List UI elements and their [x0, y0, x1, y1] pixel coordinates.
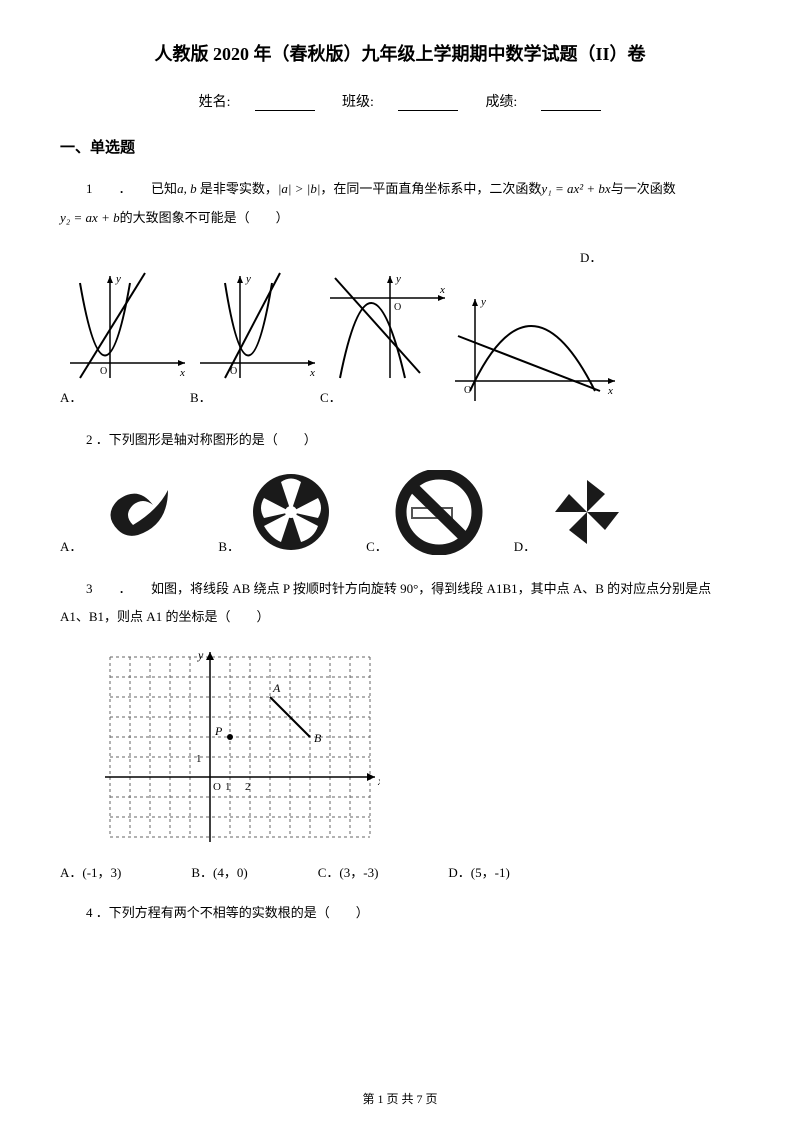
q1-ta: 已知 [151, 181, 177, 196]
q1-graph-b: x y O B． [190, 268, 320, 406]
q3-oc: C．(3，-3) [318, 862, 379, 881]
student-info: 姓名: 班级: 成绩: [60, 91, 740, 111]
logo-pinwheel [542, 470, 632, 555]
svg-text:x: x [607, 385, 613, 397]
q1-m2: |a| > |b| [278, 181, 321, 196]
svg-text:1: 1 [196, 753, 202, 765]
logo-nosmoking [394, 470, 484, 555]
q1-graph-c: x y O C． [320, 268, 450, 406]
name-blank [255, 110, 315, 111]
svg-text:O: O [213, 781, 221, 793]
score-blank [541, 110, 601, 111]
q1-tc: ，在同一平面直角坐标系中，二次函数 [320, 181, 541, 196]
q3-num: 3 [86, 581, 93, 596]
q1-m3: y₁ = ax² + bx [541, 181, 610, 196]
q3-oa: A．(-1，3) [60, 862, 121, 881]
q1-lb: B． [190, 387, 212, 406]
svg-text:y: y [395, 273, 401, 285]
q3-grid: x y O 1 2 1 P A B [100, 647, 740, 847]
q1-tb: 是非零实数， [197, 181, 278, 196]
q1-la: A． [60, 387, 82, 406]
q2-b: B． [218, 470, 336, 555]
svg-text:y: y [197, 648, 204, 662]
parabola-down-c: x y O [320, 268, 450, 383]
q1-lc: C． [320, 387, 342, 406]
svg-text:x: x [377, 774, 380, 788]
svg-text:x: x [309, 367, 315, 379]
svg-text:B: B [314, 731, 322, 745]
svg-text:O: O [100, 366, 107, 377]
q1-graphs: x y O A． x y O B． x y [60, 268, 740, 406]
parabola-down-d: x y O [450, 291, 620, 406]
q1-graph-d: x y O [450, 291, 620, 406]
score-label: 成绩: [485, 95, 517, 110]
logo-telecom [88, 475, 188, 555]
question-1: 1 ． 已知a, b 是非零实数，|a| > |b|，在同一平面直角坐标系中，二… [60, 175, 740, 232]
q2-d: D． [514, 470, 632, 555]
parabola-up-a: x y O [60, 268, 190, 383]
q3-tb: A1、B1，则点 A1 的坐标是（ ） [60, 603, 269, 632]
logo-flower [246, 470, 336, 555]
q1-m4: y₂ = ax + b [60, 204, 120, 233]
q2-a: A． [60, 475, 188, 555]
q3-options: A．(-1，3) B．(4，0) C．(3，-3) D．(5，-1) [60, 862, 740, 881]
class-label: 班级: [342, 95, 374, 110]
svg-text:y: y [115, 273, 121, 285]
q2-logos: A． B． C． D． [60, 470, 740, 555]
q3-ob: B．(4，0) [191, 862, 247, 881]
svg-text:1: 1 [225, 781, 231, 793]
q1-num: 1 [86, 181, 93, 196]
q1-opt-d-label: D． [580, 247, 740, 266]
question-2: 2 ．下列图形是轴对称图形的是（ ） [60, 426, 740, 455]
svg-text:y: y [480, 296, 486, 308]
q3-od: D．(5，-1) [448, 862, 509, 881]
svg-text:O: O [394, 302, 401, 313]
svg-text:y: y [245, 273, 251, 285]
svg-text:A: A [272, 681, 281, 695]
class-blank [398, 110, 458, 111]
page-title: 人教版 2020 年（春秋版）九年级上学期期中数学试题（II）卷 [60, 40, 740, 66]
question-4: 4 ．下列方程有两个不相等的实数根的是（ ） [60, 899, 740, 928]
q2-la: A． [60, 536, 82, 555]
question-3: 3 ． 如图，将线段 AB 绕点 P 按顺时针方向旋转 90°，得到线段 A1B… [60, 575, 740, 632]
q2-lc: C． [366, 536, 388, 555]
coordinate-grid: x y O 1 2 1 P A B [100, 647, 380, 847]
svg-text:P: P [214, 724, 223, 738]
section-1-header: 一、单选题 [60, 136, 740, 157]
q2-lb: B． [218, 536, 240, 555]
q3-ta: 如图，将线段 AB 绕点 P 按顺时针方向旋转 90°，得到线段 A1B1，其中… [151, 581, 711, 596]
q1-td: 与一次函数 [611, 181, 676, 196]
q2-ld: D． [514, 536, 536, 555]
parabola-up-b: x y O [190, 268, 320, 383]
svg-text:x: x [179, 367, 185, 379]
page-footer: 第 1 页 共 7 页 [0, 1090, 800, 1107]
q2-c: C． [366, 470, 484, 555]
svg-text:x: x [439, 284, 445, 296]
q1-graph-a: x y O A． [60, 268, 190, 406]
q1-m1: a, b [177, 181, 197, 196]
svg-text:2: 2 [245, 781, 251, 793]
q1-te: 的大致图象不可能是（ ） [120, 210, 289, 225]
q1-dot: ． [119, 181, 126, 196]
q3-dot: ． [119, 581, 126, 596]
name-label: 姓名: [199, 95, 231, 110]
